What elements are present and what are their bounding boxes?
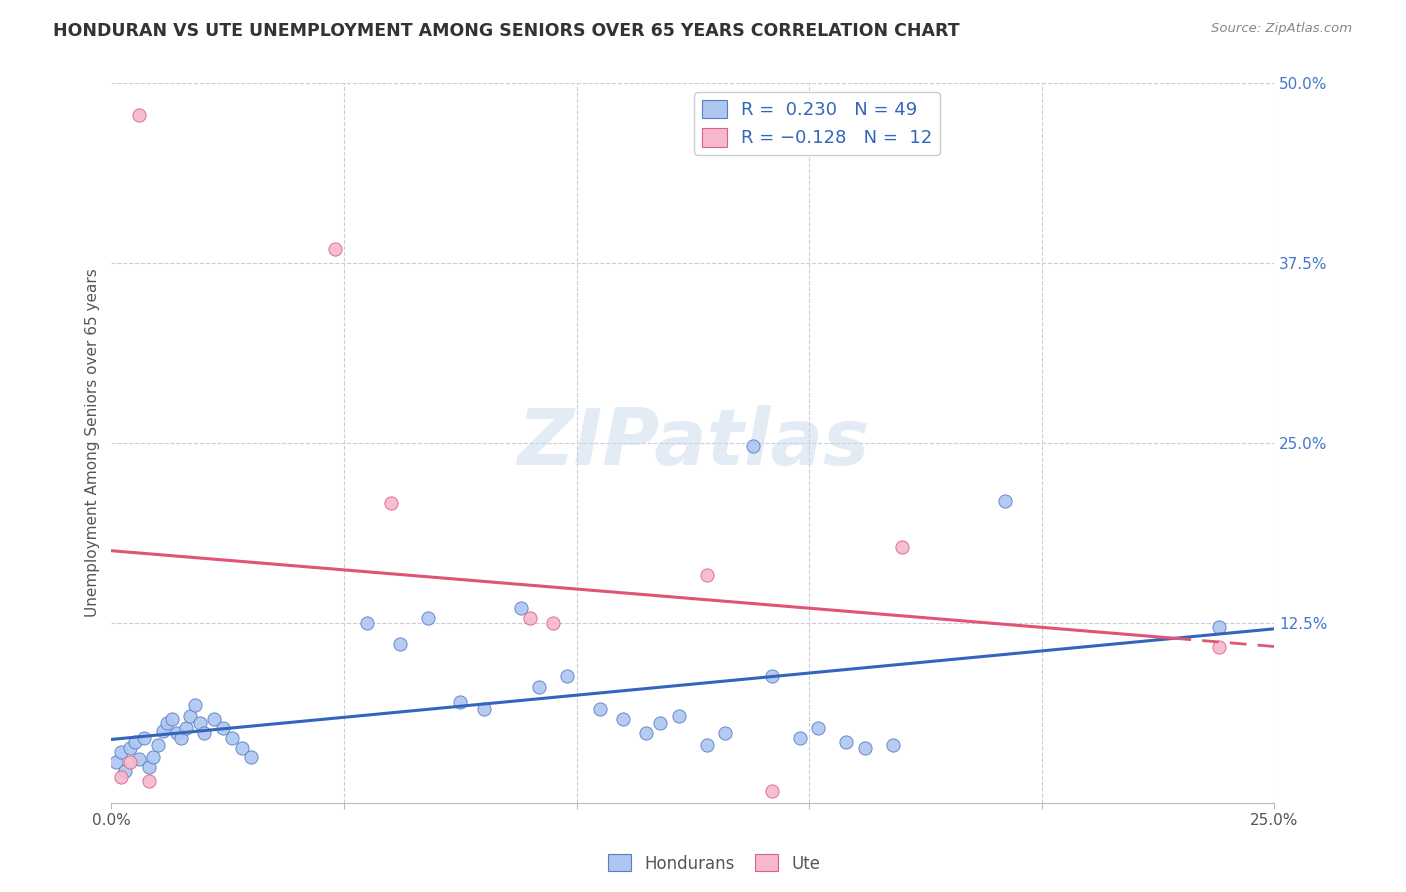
Point	[110, 770, 132, 784]
Point	[853, 740, 876, 755]
Point	[543, 615, 565, 630]
Legend: Hondurans, Ute: Hondurans, Ute	[602, 847, 827, 880]
Point	[891, 540, 914, 554]
Point	[193, 726, 215, 740]
Point	[472, 702, 495, 716]
Point	[142, 749, 165, 764]
Point	[160, 712, 183, 726]
Y-axis label: Unemployment Among Seniors over 65 years: Unemployment Among Seniors over 65 years	[86, 268, 100, 617]
Point	[589, 702, 612, 716]
Point	[519, 611, 541, 625]
Point	[696, 568, 718, 582]
Point	[1208, 640, 1230, 655]
Point	[380, 496, 402, 510]
Point	[807, 721, 830, 735]
Point	[650, 716, 672, 731]
Point	[356, 615, 378, 630]
Point	[202, 712, 225, 726]
Point	[152, 723, 174, 738]
Point	[416, 611, 439, 625]
Point	[128, 108, 150, 122]
Point	[555, 669, 578, 683]
Point	[114, 764, 136, 778]
Point	[323, 242, 346, 256]
Point	[761, 669, 783, 683]
Point	[882, 738, 904, 752]
Point	[742, 439, 765, 453]
Point	[110, 745, 132, 759]
Point	[612, 712, 634, 726]
Point	[221, 731, 243, 745]
Point	[388, 637, 411, 651]
Point	[636, 726, 658, 740]
Legend: R =  0.230   N = 49, R = −0.128   N =  12: R = 0.230 N = 49, R = −0.128 N = 12	[695, 93, 939, 154]
Point	[789, 731, 811, 745]
Point	[138, 774, 160, 789]
Point	[132, 731, 155, 745]
Point	[170, 731, 193, 745]
Point	[231, 740, 253, 755]
Point	[993, 493, 1015, 508]
Point	[184, 698, 207, 712]
Point	[118, 740, 141, 755]
Text: ZIPatlas: ZIPatlas	[517, 405, 869, 481]
Point	[124, 735, 146, 749]
Text: Source: ZipAtlas.com: Source: ZipAtlas.com	[1212, 22, 1353, 36]
Point	[118, 756, 141, 770]
Point	[714, 726, 737, 740]
Point	[212, 721, 235, 735]
Point	[174, 721, 197, 735]
Point	[146, 738, 169, 752]
Point	[188, 716, 211, 731]
Point	[156, 716, 179, 731]
Point	[509, 601, 531, 615]
Point	[166, 726, 188, 740]
Point	[138, 759, 160, 773]
Point	[761, 784, 783, 798]
Point	[179, 709, 201, 723]
Point	[1208, 620, 1230, 634]
Point	[835, 735, 858, 749]
Point	[668, 709, 690, 723]
Point	[529, 681, 551, 695]
Point	[696, 738, 718, 752]
Point	[239, 749, 262, 764]
Text: HONDURAN VS UTE UNEMPLOYMENT AMONG SENIORS OVER 65 YEARS CORRELATION CHART: HONDURAN VS UTE UNEMPLOYMENT AMONG SENIO…	[53, 22, 960, 40]
Point	[449, 695, 471, 709]
Point	[105, 756, 128, 770]
Point	[128, 752, 150, 766]
